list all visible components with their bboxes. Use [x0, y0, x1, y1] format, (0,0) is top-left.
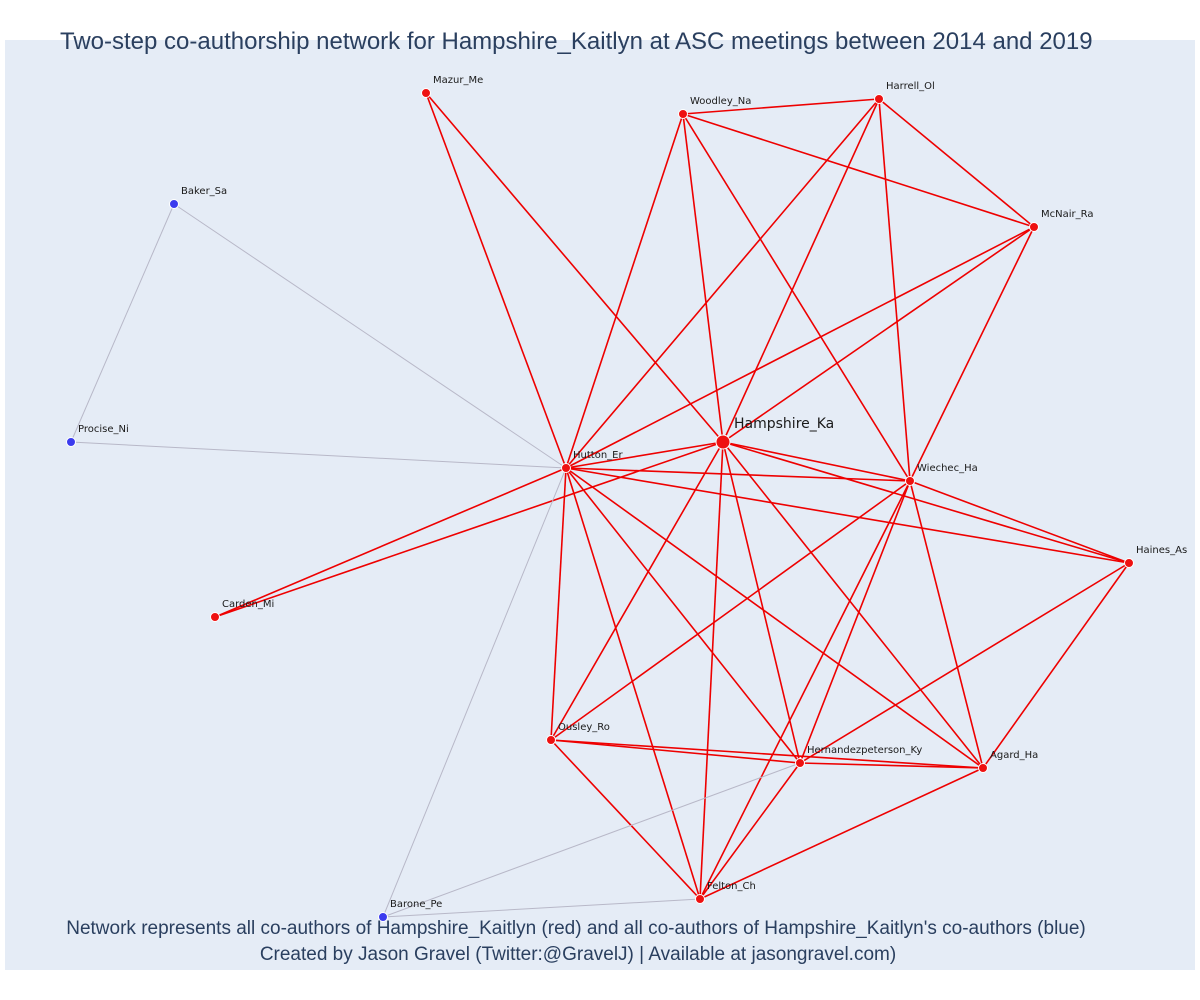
edge-Wiechec_Ha-Hernandezpeterson_Ky [799, 480, 911, 764]
node-Mazur_Me[interactable] [421, 88, 431, 98]
node-Agard_Ha[interactable] [978, 763, 988, 773]
edge-Hampshire_Ka-Woodley_Na [682, 113, 724, 443]
node-Barone_Pe[interactable] [378, 912, 388, 922]
edge-Hutton_Er-Carden_Mi [214, 467, 567, 618]
edge-Wiechec_Ha-Haines_As [909, 480, 1130, 564]
node-label-McNair_Ra: McNair_Ra [1041, 209, 1093, 220]
edge-Hampshire_Ka-Hutton_Er [565, 441, 724, 469]
edge-Hutton_Er-Haines_As [565, 467, 1130, 564]
edge-Haines_As-Hernandezpeterson_Ky [799, 562, 1130, 764]
edge-Hampshire_Ka-Haines_As [722, 441, 1130, 564]
edge-Hutton_Er-Felton_Ch [565, 467, 701, 900]
edge-Barone_Pe-Hutton_Er [382, 467, 567, 918]
node-label-Wiechec_Ha: Wiechec_Ha [917, 463, 978, 474]
edge-Hampshire_Ka-Felton_Ch [699, 441, 724, 900]
edge-Woodley_Na-Harrell_Ol [682, 98, 880, 115]
edge-Hampshire_Ka-McNair_Ra [722, 226, 1035, 443]
edge-Hutton_Er-Agard_Ha [565, 467, 984, 769]
node-Baker_Sa[interactable] [169, 199, 179, 209]
caption-legend: Network represents all co-authors of Ham… [66, 918, 1086, 939]
edge-Baker_Sa-Procise_Ni [70, 203, 175, 443]
edge-Haines_As-Agard_Ha [982, 562, 1130, 769]
node-label-Hutton_Er: Hutton_Er [573, 450, 623, 461]
node-Hutton_Er[interactable] [561, 463, 571, 473]
node-label-Barone_Pe: Barone_Pe [390, 899, 442, 910]
edge-Woodley_Na-McNair_Ra [682, 113, 1035, 228]
chart-title: Two-step co-authorship network for Hamps… [60, 28, 1093, 55]
node-label-Ousley_Ro: Ousley_Ro [558, 722, 610, 733]
edge-Agard_Ha-Felton_Ch [699, 767, 984, 900]
node-Felton_Ch[interactable] [695, 894, 705, 904]
edge-Hampshire_Ka-Harrell_Ol [722, 98, 880, 443]
edge-Hampshire_Ka-Carden_Mi [214, 441, 724, 618]
edge-Hutton_Er-Woodley_Na [565, 113, 684, 469]
edge-Hampshire_Ka-Hernandezpeterson_Ky [722, 441, 801, 764]
node-label-Harrell_Ol: Harrell_Ol [886, 81, 935, 92]
node-label-Carden_Mi: Carden_Mi [222, 599, 274, 610]
node-Hernandezpeterson_Ky[interactable] [795, 758, 805, 768]
node-Carden_Mi[interactable] [210, 612, 220, 622]
edge-Woodley_Na-Wiechec_Ha [682, 113, 911, 482]
edge-Harrell_Ol-Wiechec_Ha [878, 98, 911, 482]
edge-Barone_Pe-Felton_Ch [382, 898, 701, 918]
edge-Harrell_Ol-McNair_Ra [878, 98, 1035, 228]
node-label-Hampshire_Ka: Hampshire_Ka [734, 416, 834, 432]
edge-Procise_Ni-Hutton_Er [70, 441, 567, 469]
edge-Ousley_Ro-Felton_Ch [550, 739, 701, 900]
node-Ousley_Ro[interactable] [546, 735, 556, 745]
edge-Hampshire_Ka-Wiechec_Ha [722, 441, 911, 482]
edge-Hutton_Er-McNair_Ra [565, 226, 1035, 469]
edge-Barone_Pe-Hernandezpeterson_Ky [382, 762, 801, 918]
node-McNair_Ra[interactable] [1029, 222, 1039, 232]
node-Procise_Ni[interactable] [66, 437, 76, 447]
edge-Wiechec_Ha-Ousley_Ro [550, 480, 911, 741]
node-label-Mazur_Me: Mazur_Me [433, 75, 483, 86]
node-label-Haines_As: Haines_As [1136, 545, 1187, 556]
caption-credit: Created by Jason Gravel (Twitter:@Gravel… [259, 944, 897, 965]
node-Hampshire_Ka[interactable] [715, 434, 731, 450]
labels-layer: Hampshire_Ka Hutton_Er Mazur_Me Woodley_Na H… [78, 75, 1187, 910]
nodes-layer [66, 88, 1134, 922]
edge-Hutton_Er-Hernandezpeterson_Ky [565, 467, 801, 764]
edge-Hampshire_Ka-Mazur_Me [425, 92, 724, 443]
plot-area [5, 40, 1195, 970]
edge-Ousley_Ro-Hernandezpeterson_Ky [550, 739, 801, 764]
edge-Hampshire_Ka-Ousley_Ro [550, 441, 724, 741]
edge-Hernandezpeterson_Ky-Felton_Ch [699, 762, 801, 900]
node-Wiechec_Ha[interactable] [905, 476, 915, 486]
node-label-Baker_Sa: Baker_Sa [181, 186, 227, 197]
edge-Ousley_Ro-Agard_Ha [550, 739, 984, 769]
node-label-Hernandezpeterson_Ky: Hernandezpeterson_Ky [807, 745, 922, 756]
node-Haines_As[interactable] [1124, 558, 1134, 568]
edge-Baker_Sa-Hutton_Er [173, 203, 567, 469]
node-label-Felton_Ch: Felton_Ch [707, 881, 756, 892]
node-label-Agard_Ha: Agard_Ha [990, 750, 1038, 761]
node-Harrell_Ol[interactable] [874, 94, 884, 104]
edge-Hutton_Er-Wiechec_Ha [565, 467, 911, 482]
edge-McNair_Ra-Wiechec_Ha [909, 226, 1035, 482]
edge-Wiechec_Ha-Felton_Ch [699, 480, 911, 900]
edge-Hutton_Er-Harrell_Ol [565, 98, 880, 469]
node-label-Woodley_Na: Woodley_Na [690, 96, 751, 107]
edge-Wiechec_Ha-Agard_Ha [909, 480, 984, 769]
node-label-Procise_Ni: Procise_Ni [78, 424, 129, 435]
edge-Hutton_Er-Ousley_Ro [550, 467, 567, 741]
edges-layer [70, 92, 1130, 918]
edge-Hampshire_Ka-Agard_Ha [722, 441, 984, 769]
edge-Hernandezpeterson_Ky-Agard_Ha [799, 762, 984, 769]
edge-Hutton_Er-Mazur_Me [425, 92, 567, 469]
node-Woodley_Na[interactable] [678, 109, 688, 119]
